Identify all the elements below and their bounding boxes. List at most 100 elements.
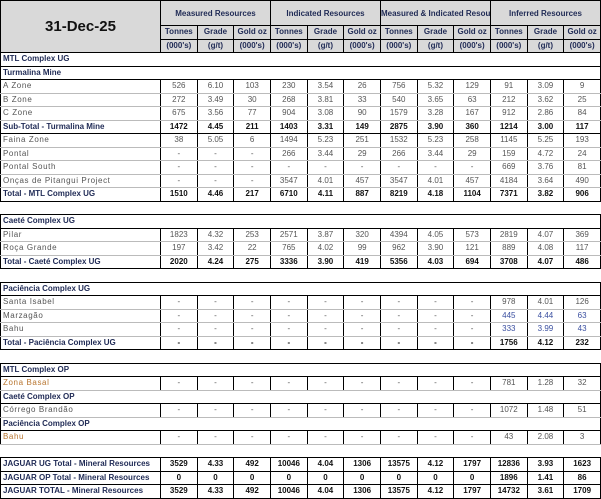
column-header: Gold oz — [343, 25, 381, 40]
cell-value: - — [379, 376, 418, 391]
cell-value: 0 — [160, 470, 198, 485]
column-header: Tonnes — [489, 25, 528, 40]
cell-value: 1403 — [269, 119, 308, 134]
cell-value: - — [453, 376, 491, 391]
cell-value: 4.08 — [526, 241, 565, 256]
section-label: Caeté Complex OP — [0, 389, 601, 404]
cell-value: 3.56 — [196, 106, 235, 121]
cell-value: 4.02 — [306, 241, 345, 256]
cell-value: 3.61 — [526, 484, 565, 499]
cell-value: 457 — [453, 174, 491, 188]
cell-value: 3.76 — [526, 160, 565, 175]
section-label: Paciência Complex UG — [0, 281, 601, 296]
cell-value: 5.32 — [416, 79, 455, 94]
cell-value: 457 — [343, 174, 381, 188]
cell-value: - — [343, 322, 381, 337]
cell-value: 4.01 — [416, 174, 455, 188]
unit-header: (000's) — [379, 38, 418, 53]
cell-value: - — [160, 430, 198, 445]
table-row: Onças de Pitangui Project - - -3547 4.01 457 3… — [0, 174, 601, 188]
cell-value: - — [269, 295, 308, 310]
cell-value: 1494 — [269, 133, 308, 148]
cell-value: 6 — [233, 133, 271, 148]
cell-value: 3.90 — [416, 241, 455, 256]
cell-value: - — [160, 322, 198, 337]
table-row: B Zone 272 3.49 30 268 3.81 33 540 3.65 63 212 3.62… — [0, 93, 601, 107]
cell-value: 6710 — [269, 187, 308, 202]
cell-value: - — [379, 403, 418, 418]
cell-value: 1306 — [343, 457, 381, 472]
cell-value: - — [269, 403, 308, 418]
row-label: Córrego Brandão — [0, 403, 161, 418]
cell-value: 268 — [269, 93, 308, 107]
row-label: JAGUAR UG Total - Mineral Resources — [0, 457, 161, 472]
section-header-row: MTL Complex OP — [0, 362, 601, 377]
section-label: Caeté Complex UG — [0, 214, 601, 229]
cell-value: 5.23 — [306, 133, 345, 148]
cell-value: - — [160, 403, 198, 418]
cell-value: 5356 — [379, 254, 418, 269]
cell-value: - — [269, 160, 308, 175]
cell-value: - — [233, 174, 271, 188]
cell-value: 4.12 — [526, 335, 565, 350]
cell-value: - — [416, 295, 455, 310]
row-label: Zona Basal — [0, 376, 161, 391]
cell-value: 197 — [160, 241, 198, 256]
cell-value: 2020 — [160, 254, 198, 269]
spacer-row — [1, 444, 601, 458]
cell-value: 258 — [453, 133, 491, 148]
cell-value: - — [453, 430, 491, 445]
cell-value: 3547 — [379, 174, 418, 188]
cell-value: 230 — [269, 79, 308, 94]
cell-value: 675 — [160, 106, 198, 121]
cell-value: 77 — [233, 106, 271, 121]
cell-value: 126 — [563, 295, 601, 310]
cell-value: 3.81 — [306, 93, 345, 107]
cell-value: 445 — [489, 309, 528, 323]
spacer — [1, 350, 601, 364]
unit-header: (g/t) — [306, 38, 345, 53]
cell-value: 320 — [343, 228, 381, 242]
cell-value: 117 — [563, 241, 601, 256]
row-label: JAGUAR OP Total - Mineral Resources — [0, 470, 161, 485]
cell-value: 4.01 — [306, 174, 345, 188]
cell-value: 4.11 — [306, 187, 345, 202]
cell-value: - — [416, 403, 455, 418]
table-row: Faina Zone 38 5.05 6 1494 5.23 251 1532 5.23 258 1… — [0, 133, 601, 148]
cell-value: 3336 — [269, 254, 308, 269]
table-row: A Zone 526 6.10 103 230 3.54 26 756 5.32 129 91 3.0… — [0, 79, 601, 94]
cell-value: - — [416, 335, 455, 350]
cell-value: 3.44 — [306, 147, 345, 161]
spacer-row — [1, 350, 601, 364]
cell-value: 33 — [343, 93, 381, 107]
cell-value: 4.12 — [416, 484, 455, 499]
cell-value: - — [453, 160, 491, 175]
cell-value: - — [196, 147, 235, 161]
cell-value: 8219 — [379, 187, 418, 202]
section-label: Turmalina Mine — [0, 65, 601, 80]
section-label: Paciência Complex OP — [0, 416, 601, 431]
cell-value: 904 — [269, 106, 308, 121]
cell-value: 4.46 — [196, 187, 235, 202]
cell-value: 4.33 — [196, 457, 235, 472]
section-header-row: Caeté Complex UG — [0, 214, 601, 229]
cell-value: 86 — [563, 470, 601, 485]
cell-value: - — [343, 295, 381, 310]
cell-value: 4.24 — [196, 254, 235, 269]
cell-value: - — [379, 309, 418, 323]
cell-value: 3.99 — [526, 322, 565, 337]
cell-value: 24 — [563, 147, 601, 161]
cell-value: - — [343, 376, 381, 391]
cell-value: 4.07 — [526, 254, 565, 269]
table-row: Santa Isabel - - - - - - - - -978 4.01 126 — [0, 295, 601, 310]
cell-value: - — [233, 309, 271, 323]
cell-value: 1623 — [563, 457, 601, 472]
cell-value: 1797 — [453, 457, 491, 472]
cell-value: 6.10 — [196, 79, 235, 94]
row-label: Total - MTL Complex UG — [0, 187, 161, 202]
spacer — [1, 444, 601, 458]
cell-value: 0 — [269, 470, 308, 485]
cell-value: 25 — [563, 93, 601, 107]
column-header: Tonnes — [269, 25, 308, 40]
cell-value: 117 — [563, 119, 601, 134]
